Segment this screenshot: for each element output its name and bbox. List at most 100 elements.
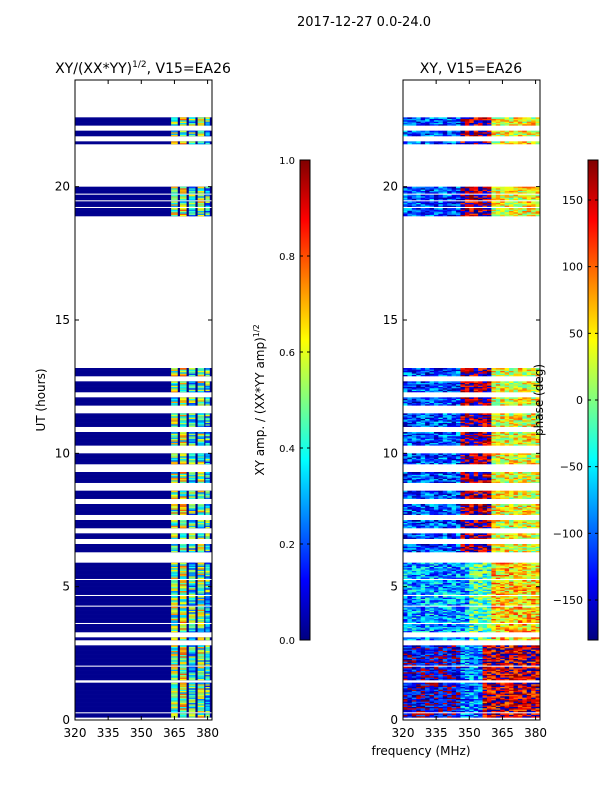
amplitude-x-tick-label: 380 [196,726,219,740]
phase-cell [522,688,528,690]
amplitude-cell [179,586,187,589]
phase-cell [486,549,492,551]
amplitude-cell [205,130,210,133]
phase-cell [438,656,444,658]
phase-cell [407,626,413,629]
amplitude-cell [179,697,187,699]
amplitude-cell [197,620,205,622]
phase-cell [416,544,421,546]
phase-cell [416,666,421,669]
phase-cell [403,609,408,611]
phase-cell [504,548,510,550]
phase-cell [456,614,461,617]
phase-cell [486,624,492,626]
phase-cell [531,609,536,611]
phase-cell [438,666,444,669]
phase-cell [478,606,483,609]
phase-cell [517,592,523,594]
phase-cell [504,638,510,641]
phase-cell [491,690,497,693]
phase-cell [482,690,488,693]
amplitude-cell [197,576,205,578]
phase-cell [425,593,430,595]
amplitude-cell [188,194,196,197]
phase-cell [460,520,466,522]
phase-cell [504,586,510,589]
amplitude-cell [197,568,205,570]
phase-cell [416,597,421,599]
amplitude-cell [188,537,196,539]
phase-cell [407,704,413,706]
amplitude-cell [197,677,205,679]
phase-cell [486,596,492,598]
amplitude-cell [205,192,210,194]
amplitude-cell [179,437,187,439]
phase-cell [478,689,483,691]
phase-cell [425,526,430,529]
phase-cell [411,670,417,673]
phase-cell [420,661,426,663]
phase-cell [447,694,452,697]
phase-cell [526,598,532,601]
amplitude-row [75,526,212,529]
amplitude-cell [197,132,205,134]
amplitude-cell [205,626,210,629]
amplitude-cell [197,544,205,546]
phase-cell [460,669,466,671]
amplitude-cell [197,434,205,437]
phase-cell [407,602,413,605]
phase-cell [504,521,510,523]
phase-cell [513,598,519,601]
phase-cell [513,574,519,577]
phase-cell [509,688,514,690]
phase-cell [495,698,501,701]
amplitude-cell [188,192,196,194]
amplitude-row [75,592,212,594]
phase-cell [526,704,532,706]
phase-cell [500,661,505,663]
amplitude-cell [205,213,210,215]
phase-cell [517,700,523,702]
phase-cell [482,650,488,653]
phase-cell [425,610,430,613]
amplitude-cell [179,628,187,630]
phase-cell [509,692,514,694]
phase-cell [495,621,501,623]
phase-cell [442,630,448,633]
phase-cell [473,658,479,661]
phase-cell [486,662,492,665]
phase-cell [522,521,528,523]
phase-cell [447,698,452,701]
phase-cell [420,537,426,539]
phase-cell [447,581,452,583]
phase-cell [420,522,426,525]
amplitude-cell [171,544,178,546]
phase-cell [464,645,470,647]
phase-cell [420,678,426,681]
phase-cell [482,708,488,710]
phase-cell [425,708,430,710]
amplitude-cell [205,186,210,189]
amplitude-cell [188,702,196,705]
phase-cell [482,666,488,669]
phase-cell [509,570,514,573]
phase-cell [482,678,488,681]
phase-cell [416,638,421,641]
phase-cell [509,664,514,666]
phase-cell [451,698,457,701]
phase-cell [495,569,501,571]
phase-cell [447,646,452,649]
amplitude-cell [197,210,205,213]
phase-cell [482,604,488,606]
amplitude-cell [188,549,196,551]
amplitude-cell [205,425,210,427]
phase-cell [509,600,514,602]
phase-cell [526,608,532,610]
phase-cell [411,689,417,691]
phase-cell [482,601,488,603]
phase-cell [517,652,523,654]
phase-cell [478,708,483,710]
phase-cell [451,576,457,578]
phase-cell [407,670,413,673]
phase-cell [535,629,540,631]
